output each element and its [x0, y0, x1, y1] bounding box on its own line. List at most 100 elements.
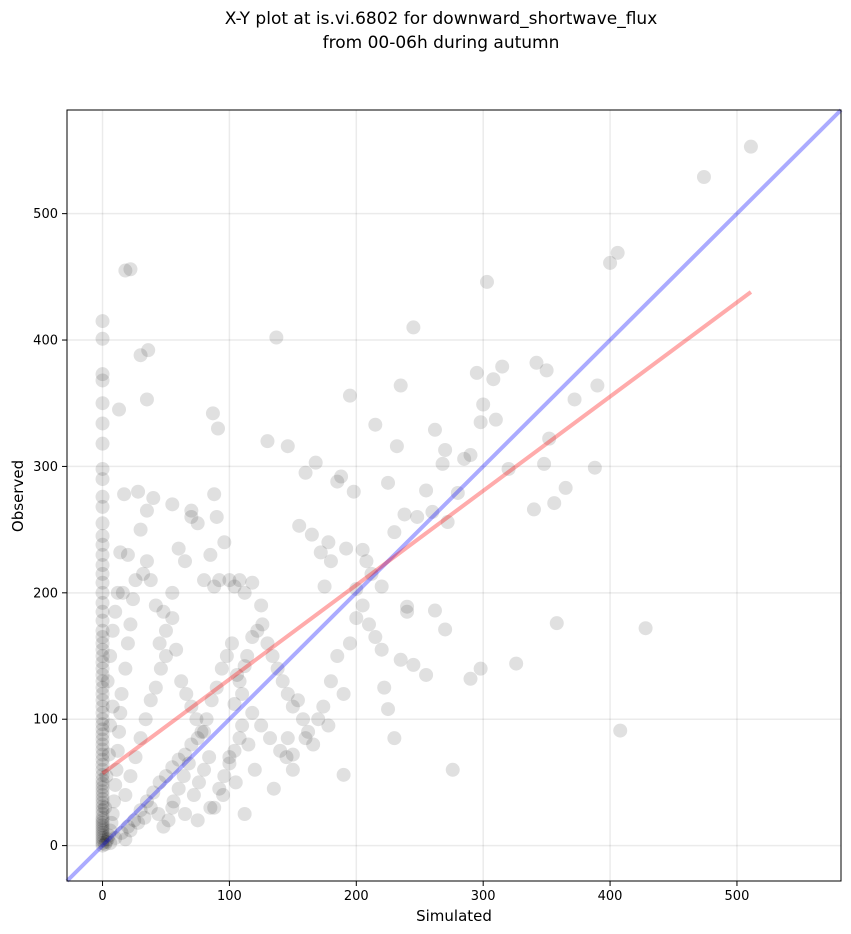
scatter-point: [123, 769, 138, 784]
scatter-point: [469, 365, 484, 380]
scatter-point: [95, 833, 110, 848]
y-axis-label: Observed: [9, 460, 27, 532]
y-tick-label: 0: [50, 839, 58, 854]
scatter-point: [95, 818, 110, 833]
scatter-point: [197, 762, 212, 777]
scatter-point: [95, 810, 110, 825]
scatter-point: [165, 800, 180, 815]
scatter-point: [120, 819, 135, 834]
scatter-point: [313, 545, 328, 560]
scatter-point: [377, 680, 392, 695]
scatter-point: [280, 439, 295, 454]
scatter-point: [184, 503, 199, 518]
scatter-point: [501, 461, 516, 476]
scatter-point: [95, 727, 110, 742]
scatter-point: [112, 402, 127, 417]
scatter-point: [95, 649, 110, 664]
scatter-point: [330, 649, 345, 664]
y-tick-label: 500: [33, 207, 58, 222]
scatter-point: [113, 545, 128, 560]
scatter-point: [212, 573, 227, 588]
grid: [67, 110, 841, 881]
scatter-point: [95, 752, 110, 767]
scatter-point: [174, 674, 189, 689]
scatter-point: [381, 475, 396, 490]
scatter-point: [95, 823, 110, 838]
scatter-point: [95, 558, 110, 573]
scatter-point: [95, 795, 110, 810]
scatter-point: [171, 752, 186, 767]
scatter-point: [197, 573, 212, 588]
scatter-point: [139, 503, 154, 518]
scatter-point: [156, 604, 171, 619]
scatter-point: [445, 762, 460, 777]
scatter-point: [217, 535, 232, 550]
scatter-point: [228, 775, 243, 790]
scatter-point: [427, 603, 442, 618]
scatter-point: [406, 320, 421, 335]
scatter-point: [95, 537, 110, 552]
scatter-point: [397, 507, 412, 522]
scatter-point: [227, 579, 242, 594]
scatter-point: [537, 456, 552, 471]
scatter-point: [108, 604, 123, 619]
scatter-point: [106, 794, 121, 809]
scatter-point: [440, 515, 455, 530]
scatter-point: [95, 717, 110, 732]
scatter-point: [590, 378, 605, 393]
scatter-point: [95, 331, 110, 346]
scatter-point: [95, 772, 110, 787]
scatter-point: [488, 412, 503, 427]
scatter-point: [113, 705, 128, 720]
scatter-point: [342, 388, 357, 403]
scatter-point: [400, 599, 415, 614]
x-tick-label: 100: [217, 889, 242, 904]
scatter-point: [306, 737, 321, 752]
scatter-point: [110, 743, 125, 758]
scatter-point: [237, 807, 252, 822]
scatter-point: [123, 617, 138, 632]
scatter-point: [304, 527, 319, 542]
scatter-point: [118, 788, 133, 803]
scatter-point: [158, 623, 173, 638]
scatter-point: [323, 674, 338, 689]
scatter-point: [95, 767, 110, 782]
scatter-point: [301, 724, 316, 739]
scatter-point: [190, 813, 205, 828]
scatter-point: [509, 656, 524, 671]
scatter-point: [95, 699, 110, 714]
scatter-point: [95, 762, 110, 777]
scatter-point: [165, 497, 180, 512]
one-to-one-line: [65, 108, 843, 883]
x-tick-label: 500: [725, 889, 750, 904]
scatter-point: [95, 747, 110, 762]
scatter-point: [95, 815, 110, 830]
scatter-point: [235, 718, 250, 733]
scatter-point: [311, 712, 326, 727]
scatter-point: [95, 499, 110, 514]
scatter-point: [254, 718, 269, 733]
scatter-point: [438, 442, 453, 457]
x-axis-label: Simulated: [416, 907, 492, 925]
scatter-point: [232, 573, 247, 588]
scatter-point: [95, 373, 110, 388]
scatter-point: [105, 623, 120, 638]
scatter-point: [109, 762, 124, 777]
scatter-point: [197, 724, 212, 739]
scatter-point: [368, 630, 383, 645]
chart-title-line1: X-Y plot at is.vi.6802 for downward_shor…: [225, 9, 658, 29]
scatter-point: [381, 702, 396, 717]
scatter-point: [95, 712, 110, 727]
scatter-point: [146, 491, 161, 506]
scatter-point: [207, 579, 222, 594]
scatter-point: [165, 611, 180, 626]
scatter-point: [95, 742, 110, 757]
scatter-point: [136, 566, 151, 581]
scatter-point: [240, 649, 255, 664]
scatter-point: [103, 649, 118, 664]
scatter-point: [128, 573, 143, 588]
scatter-point: [95, 636, 110, 651]
scatter-point: [95, 722, 110, 737]
scatter-point: [316, 699, 331, 714]
scatter-point: [457, 451, 472, 466]
